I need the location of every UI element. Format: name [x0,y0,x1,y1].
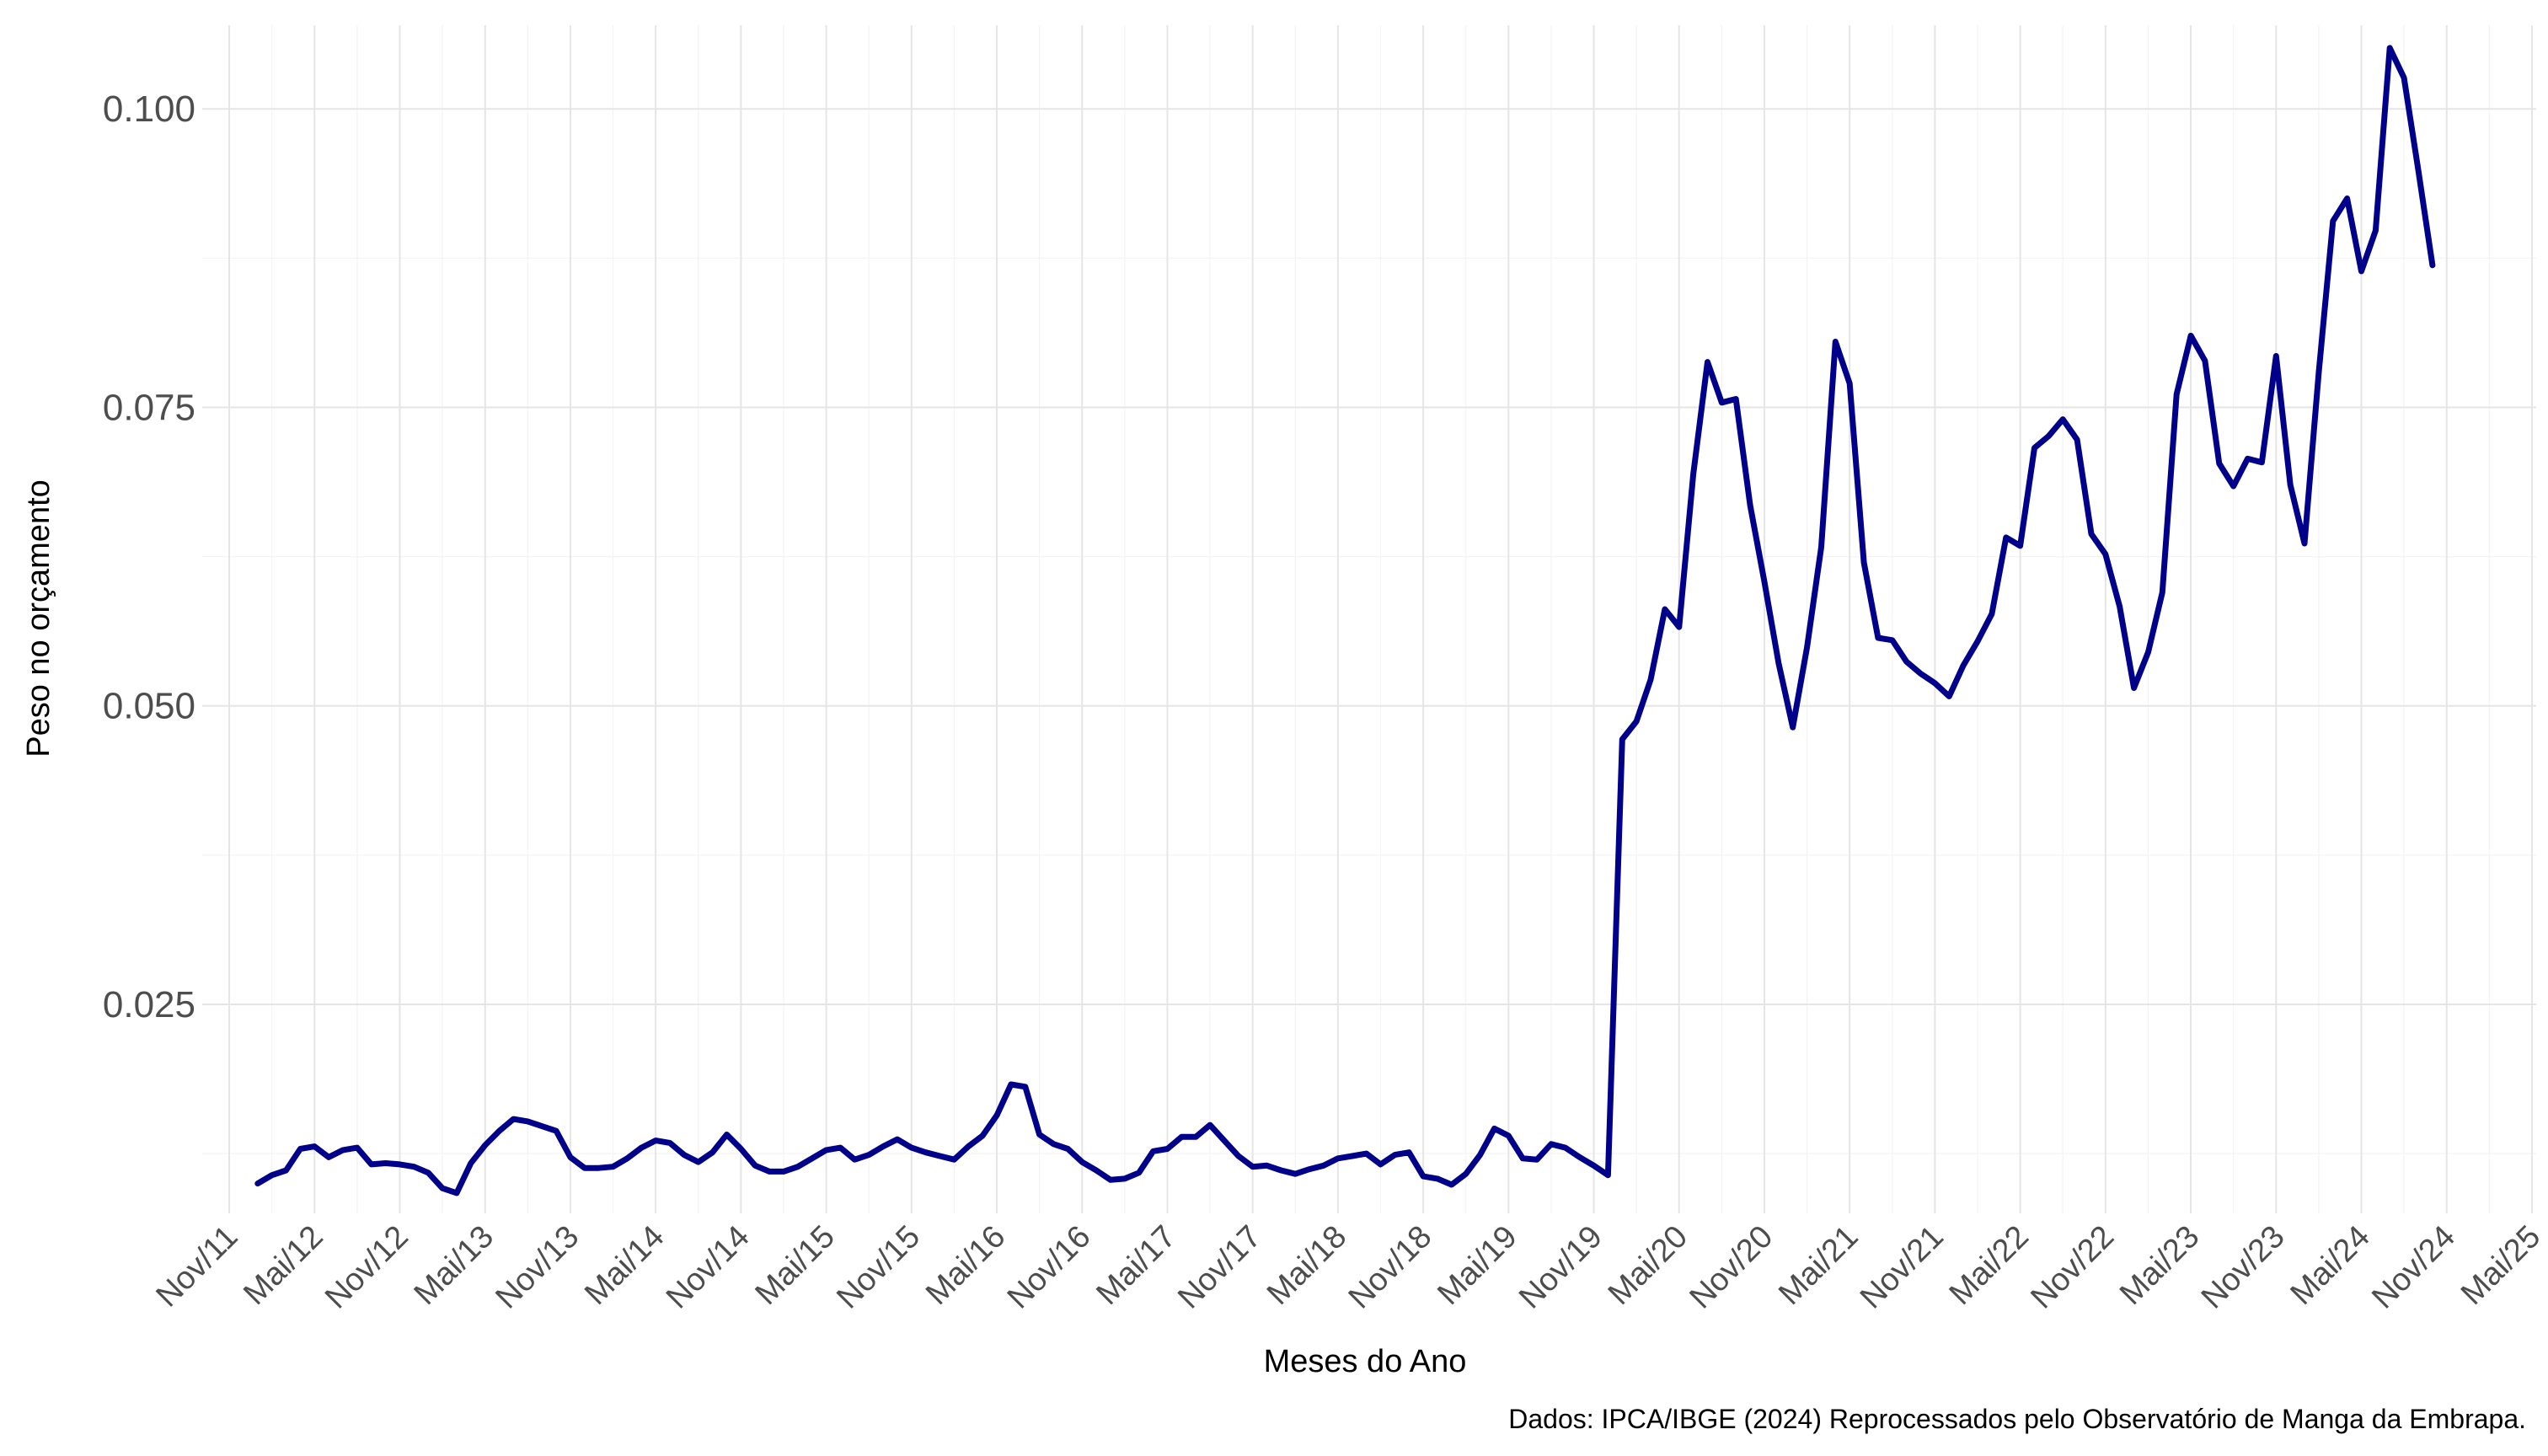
source-caption: Dados: IPCA/IBGE (2024) Reprocessados pe… [1508,1404,2526,1434]
x-tick-label: Nov/20 [1684,1219,1780,1316]
y-tick-label: 0.050 [103,686,195,727]
gridlines [202,25,2536,1213]
y-tick-label: 0.100 [103,88,195,130]
y-tick-label: 0.025 [103,984,195,1025]
x-tick-label: Nov/13 [489,1219,586,1316]
x-tick-label: Nov/19 [1512,1219,1609,1316]
y-tick-label: 0.075 [103,387,195,428]
x-tick-label: Nov/24 [2365,1219,2462,1316]
x-tick-label: Mai/22 [1943,1219,2036,1312]
x-tick-label: Nov/11 [150,1219,245,1314]
x-tick-label: Nov/21 [1854,1219,1951,1316]
x-tick-label: Nov/23 [2195,1219,2292,1316]
x-tick-label: Nov/14 [660,1219,757,1316]
x-tick-label: Nov/17 [1171,1219,1268,1316]
x-tick-label: Mai/12 [237,1219,329,1312]
x-tick-label: Mai/14 [578,1219,671,1312]
x-tick-label: Mai/15 [749,1219,842,1312]
x-tick-label: Mai/19 [1431,1219,1523,1312]
x-tick-label: Nov/16 [1001,1219,1098,1316]
x-tick-label: Mai/13 [408,1219,500,1312]
x-tick-label: Mai/16 [919,1219,1012,1312]
x-tick-label: Nov/12 [318,1219,415,1316]
x-axis-title: Meses do Ano [1264,1344,1467,1379]
x-tick-label: Nov/15 [830,1219,927,1316]
x-tick-label: Mai/25 [2454,1219,2547,1312]
x-axis-ticks: Nov/11Mai/12Nov/12Mai/13Nov/13Mai/14Nov/… [150,1219,2548,1316]
x-tick-label: Mai/21 [1772,1219,1865,1312]
series-line [254,45,2436,1196]
x-tick-label: Mai/24 [2284,1219,2377,1312]
x-tick-label: Mai/23 [2113,1219,2206,1312]
x-tick-label: Mai/20 [1602,1219,1694,1312]
y-axis-title: Peso no orçamento [21,479,56,757]
x-tick-label: Mai/17 [1089,1219,1182,1312]
x-tick-label: Nov/18 [1342,1219,1439,1316]
y-axis-ticks: 0.025 0.050 0.075 0.100 [103,88,195,1025]
series-layer [254,45,2436,1196]
x-tick-label: Mai/18 [1261,1219,1353,1312]
x-tick-label: Nov/22 [2024,1219,2121,1316]
